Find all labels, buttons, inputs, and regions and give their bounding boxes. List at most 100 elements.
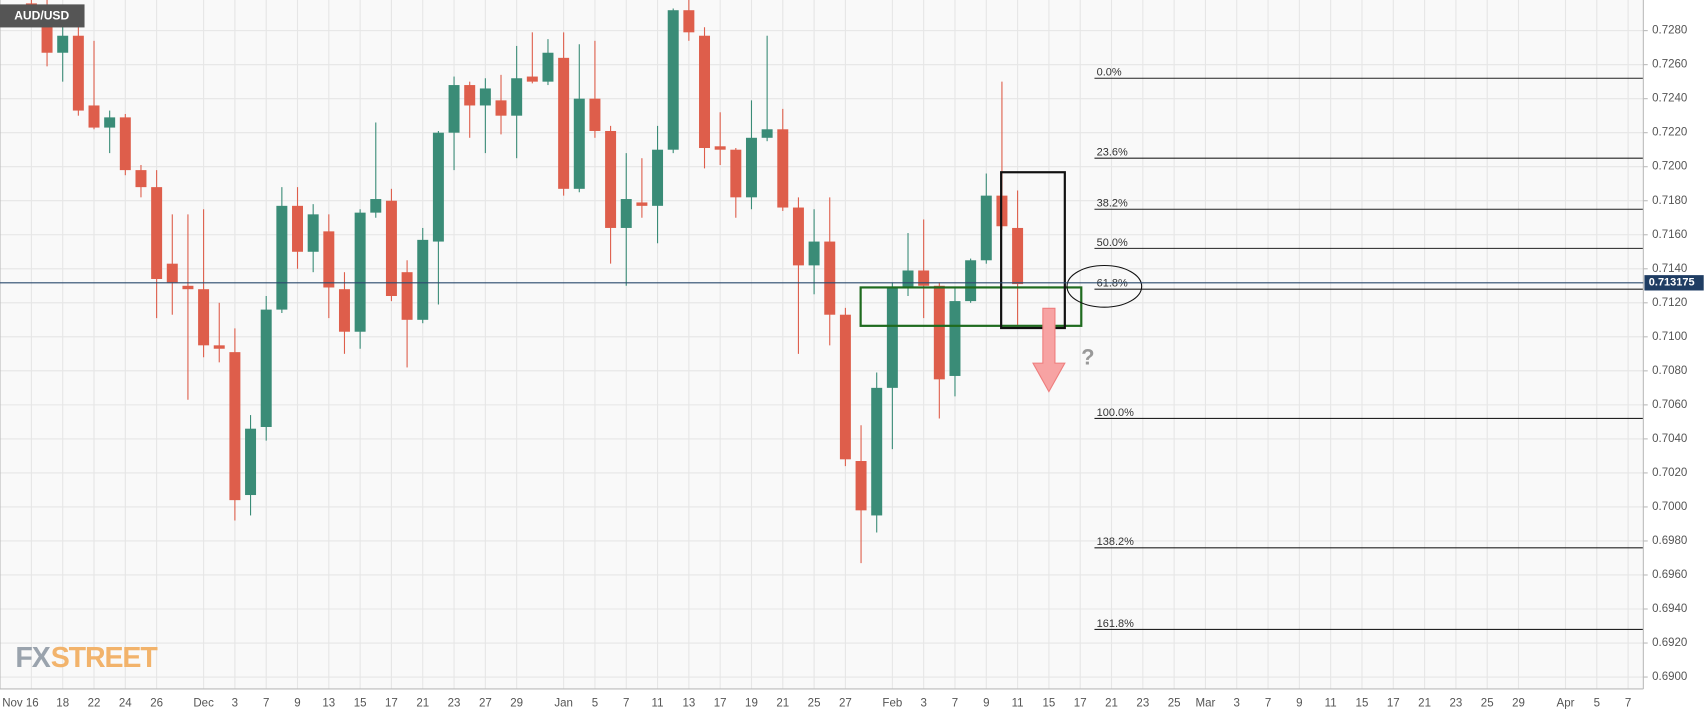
x-tick-label: 19 <box>745 697 758 709</box>
x-tick-label: 11 <box>1012 697 1024 709</box>
x-tick-label: 23 <box>1136 697 1149 709</box>
candle-body <box>276 205 288 310</box>
candle-body <box>714 146 726 150</box>
x-tick-label: 17 <box>714 697 727 709</box>
y-tick-label: 0.6960 <box>1652 569 1687 581</box>
candle-body <box>667 10 679 150</box>
candle-body <box>495 100 507 116</box>
fib-label: 23.6% <box>1097 147 1128 159</box>
candle-body <box>57 35 69 53</box>
x-tick-label: 3 <box>232 697 238 709</box>
grid <box>0 0 1644 689</box>
candle-body <box>699 35 711 148</box>
candle-body <box>182 285 194 290</box>
candle-body <box>542 52 554 82</box>
candle-body <box>605 130 617 228</box>
y-tick-label: 0.7040 <box>1652 433 1687 445</box>
candle-body <box>620 199 632 228</box>
support-box <box>859 286 1083 327</box>
x-tick-label: 15 <box>1356 697 1369 709</box>
x-tick-label: 3 <box>1234 697 1240 709</box>
y-tick-label: 0.6980 <box>1652 535 1687 547</box>
candle-body <box>104 117 116 128</box>
x-tick-label: 25 <box>808 697 821 709</box>
x-tick-label: 11 <box>652 697 664 709</box>
candle-body <box>855 461 867 511</box>
x-tick-label: 7 <box>1265 697 1271 709</box>
x-tick-label: 25 <box>1168 697 1181 709</box>
fib-label: 161.8% <box>1097 618 1134 630</box>
y-tick-label: 0.7120 <box>1652 297 1687 309</box>
candle-body <box>213 345 225 349</box>
symbol-label: AUD/USD <box>14 9 69 23</box>
candle-body <box>526 76 538 82</box>
down-arrow <box>1032 307 1066 393</box>
fib-label: 38.2% <box>1097 198 1128 210</box>
logo: FX <box>15 642 50 674</box>
x-tick-label: 21 <box>416 697 429 709</box>
candle-body <box>151 187 163 279</box>
x-tick-label: 27 <box>479 697 492 709</box>
y-tick-label: 0.6900 <box>1652 671 1687 683</box>
x-tick-label: 21 <box>1105 697 1118 709</box>
candle-body <box>792 207 804 266</box>
y-tick-label: 0.7280 <box>1652 25 1687 37</box>
x-tick-label: Nov 16 <box>2 697 39 709</box>
x-tick-label: 15 <box>1042 697 1055 709</box>
candle-body <box>88 105 100 128</box>
y-tick-label: 0.7180 <box>1652 195 1687 207</box>
x-tick-label: 24 <box>119 697 132 709</box>
x-tick-label: 15 <box>354 697 367 709</box>
candle-body <box>777 129 789 208</box>
candle-body <box>72 35 84 111</box>
x-tick-label: 18 <box>56 697 69 709</box>
candle-body <box>730 149 742 198</box>
y-tick-label: 0.7060 <box>1652 399 1687 411</box>
y-tick-label: 0.7100 <box>1652 331 1687 343</box>
candle-body <box>370 199 382 213</box>
candle-body <box>511 78 523 116</box>
fibonacci-retracement: 0.0% 23.6% 38.2% 50.0% 61.8% 100.0% 138.2% 161.… <box>1094 67 1644 630</box>
candle-body <box>871 387 883 516</box>
x-tick-label: 5 <box>592 697 598 709</box>
candle-body <box>933 285 945 380</box>
candle-body <box>808 241 820 266</box>
annotation: ? <box>1081 345 1094 370</box>
candle-body <box>824 241 836 315</box>
candle-body <box>135 170 147 188</box>
x-tick-label: 7 <box>623 697 629 709</box>
candle-body <box>307 214 319 252</box>
drawings: ? <box>859 171 1143 393</box>
candle-body <box>745 137 757 198</box>
candle-body <box>448 85 460 133</box>
y-tick-label: 0.7200 <box>1652 161 1687 173</box>
x-tick-label: 9 <box>1296 697 1302 709</box>
y-tick-label: 0.7080 <box>1652 365 1687 377</box>
candle-body <box>761 129 773 138</box>
y-tick-label: 0.7240 <box>1652 93 1687 105</box>
x-tick-label: 9 <box>983 697 989 709</box>
candle-body <box>385 200 397 296</box>
fib-label: 0.0% <box>1097 67 1122 79</box>
x-tick-label: 23 <box>448 697 461 709</box>
candle-body <box>479 88 491 106</box>
candle-body <box>338 289 350 332</box>
candle-body <box>245 428 257 496</box>
y-tick-label: 0.7160 <box>1652 229 1687 241</box>
candle-body <box>589 98 601 131</box>
x-tick-label: 27 <box>839 697 852 709</box>
x-tick-label: 11 <box>1325 697 1337 709</box>
x-tick-label: 17 <box>1074 697 1087 709</box>
x-tick-label: 22 <box>88 697 101 709</box>
candle-body <box>401 272 413 320</box>
candle-body <box>965 260 977 302</box>
y-tick-label: 0.7020 <box>1652 467 1687 479</box>
candle-body <box>652 149 664 206</box>
x-tick-label: 13 <box>682 697 695 709</box>
candle-body <box>886 287 898 388</box>
candle-body <box>354 212 366 332</box>
candles <box>25 0 1024 564</box>
y-tick-label: 0.7140 <box>1652 263 1687 275</box>
x-tick-label: 7 <box>1625 697 1631 709</box>
